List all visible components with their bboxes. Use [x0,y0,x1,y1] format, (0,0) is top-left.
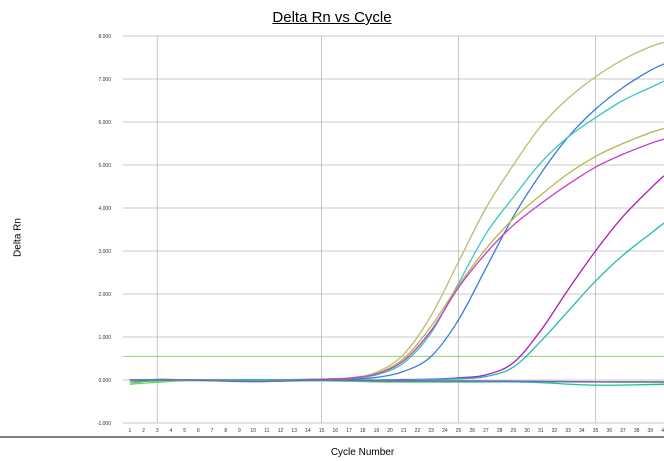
y-tick-label: 1.000 [98,335,111,341]
y-ticks: -1.000 0.000 1.000 2.000 3.000 4.000 5.000 6.00… [97,34,111,427]
x-tick-label: 21 [401,428,407,434]
series-line [129,63,664,381]
x-tick-label: 10 [250,428,256,434]
x-tick-label: 23 [428,428,434,434]
x-tick-label: 8 [224,428,227,434]
x-tick-label: 33 [565,428,571,434]
x-tick-label: 17 [346,428,352,434]
x-tick-label: 19 [374,428,380,434]
y-tick-label: 4.000 [98,206,111,212]
x-tick-label: 39 [648,428,654,434]
series-line [129,41,664,385]
y-tick-label: 7.000 [98,77,111,83]
x-tick-label: 2 [142,428,145,434]
x-tick-label: 11 [264,428,269,434]
x-tick-label: 1 [128,428,131,434]
series-line [129,127,664,383]
x-tick-label: 31 [538,428,544,434]
x-tick-label: 36 [606,428,612,434]
x-tick-label: 38 [634,428,640,434]
x-tick-label: 37 [620,428,626,434]
series-layer [129,41,664,386]
x-tick-label: 15 [319,428,325,434]
series-line [129,379,664,383]
series-line [129,80,664,381]
x-tick-label: 14 [305,428,311,434]
x-tick-label: 18 [360,428,366,434]
x-tick-label: 4 [170,428,173,434]
x-tick-label: 34 [579,428,585,434]
chart-title: Delta Rn vs Cycle [272,9,392,26]
x-tick-label: 12 [278,428,284,434]
x-tick-label: 6 [197,428,200,434]
x-ticks: 1 2 3 4 5 6 7 8 9 10 11 12 13 14 15 16 17 18 19 20 21 22 23 24 2… [128,428,664,434]
x-tick-label: 13 [291,428,297,434]
x-tick-label: 25 [456,428,462,434]
x-tick-label: 35 [593,428,599,434]
y-tick-label: 3.000 [98,249,111,255]
x-tick-label: 3 [156,428,159,434]
x-tick-label: 22 [415,428,421,434]
y-tick-label: 2.000 [98,292,111,298]
series-line [129,138,664,381]
x-tick-label: 29 [511,428,517,434]
series-line [129,175,664,381]
x-tick-label: 16 [333,428,339,434]
y-tick-label: -1.000 [97,421,111,427]
grid [123,35,664,424]
y-tick-label: 5.000 [98,163,111,169]
x-tick-label: 27 [483,428,489,434]
x-tick-label: 28 [497,428,503,434]
x-tick-label: 30 [524,428,530,434]
x-tick-label: 20 [387,428,393,434]
x-tick-label: 24 [442,428,448,434]
x-tick-label: 7 [211,428,214,434]
x-tick-label: 32 [552,428,558,434]
x-tick-label: 5 [183,428,186,434]
x-tick-label: 26 [469,428,475,434]
y-tick-label: 8.000 [98,34,111,40]
x-axis-label: Cycle Number [330,447,395,458]
x-tick-label: 40 [661,428,664,434]
y-tick-label: 6.000 [98,120,111,126]
y-tick-label: 0.000 [98,378,111,384]
x-tick-label: 9 [238,428,241,434]
